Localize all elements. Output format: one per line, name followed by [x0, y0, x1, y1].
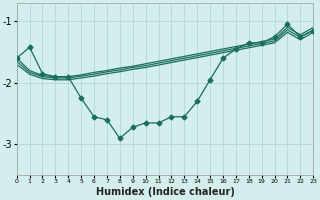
X-axis label: Humidex (Indice chaleur): Humidex (Indice chaleur) — [96, 187, 234, 197]
